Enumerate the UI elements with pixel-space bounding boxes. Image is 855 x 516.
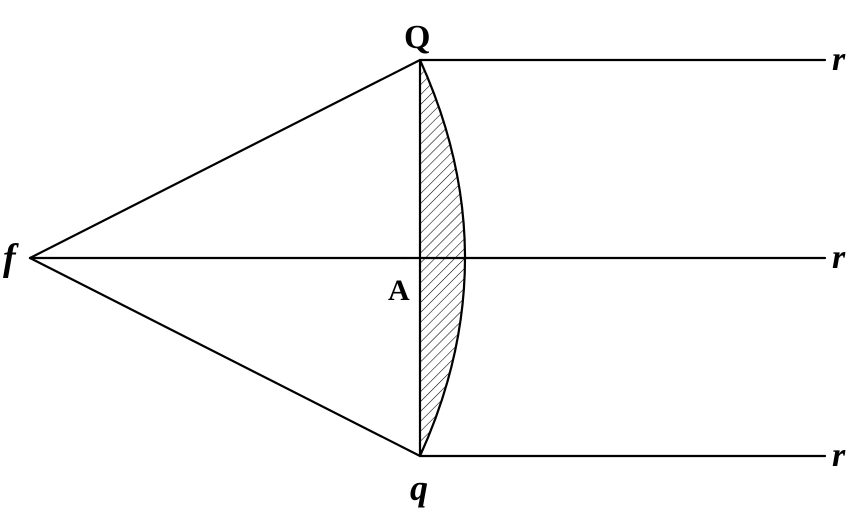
label-Q: Q [404, 19, 430, 56]
label-r-top: r [832, 41, 846, 78]
label-A: A [388, 274, 410, 307]
label-q: q [410, 468, 428, 508]
ray-f-to-Q [30, 60, 420, 258]
lens-diagram: f Q q A r r r [0, 0, 855, 516]
ray-f-to-q [30, 258, 420, 456]
label-f: f [3, 237, 19, 279]
label-r-mid: r [832, 239, 846, 276]
label-r-bot: r [832, 437, 846, 474]
